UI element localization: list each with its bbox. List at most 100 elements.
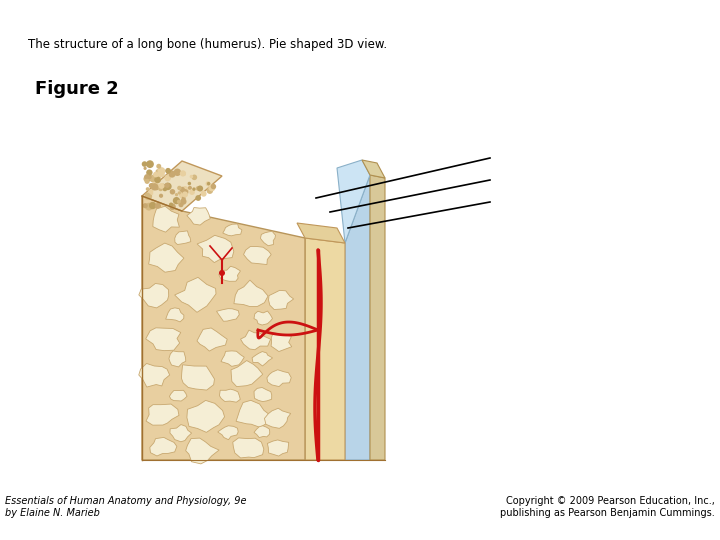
Circle shape <box>143 176 150 182</box>
Circle shape <box>179 187 185 192</box>
Circle shape <box>180 170 186 177</box>
Polygon shape <box>254 311 272 325</box>
Polygon shape <box>139 284 168 308</box>
Polygon shape <box>142 161 222 211</box>
Circle shape <box>145 202 153 211</box>
Circle shape <box>188 186 192 190</box>
Circle shape <box>189 190 195 195</box>
Polygon shape <box>305 238 345 460</box>
Polygon shape <box>197 235 234 262</box>
Circle shape <box>189 175 193 178</box>
Circle shape <box>145 179 150 184</box>
Polygon shape <box>243 246 271 265</box>
Circle shape <box>149 174 157 183</box>
Circle shape <box>143 167 147 170</box>
Circle shape <box>155 203 161 209</box>
Polygon shape <box>337 160 370 243</box>
Polygon shape <box>219 266 240 281</box>
Polygon shape <box>148 243 184 272</box>
Circle shape <box>181 186 189 194</box>
Circle shape <box>177 200 181 204</box>
Circle shape <box>173 197 180 204</box>
Polygon shape <box>153 206 179 232</box>
Circle shape <box>201 191 207 197</box>
Polygon shape <box>175 278 216 312</box>
Polygon shape <box>169 351 186 367</box>
Polygon shape <box>142 196 305 460</box>
Circle shape <box>158 186 163 191</box>
Circle shape <box>159 194 163 198</box>
Circle shape <box>145 192 152 200</box>
Circle shape <box>207 182 210 185</box>
Polygon shape <box>236 400 270 427</box>
Polygon shape <box>254 426 270 437</box>
Circle shape <box>145 187 150 191</box>
Circle shape <box>192 174 197 180</box>
Circle shape <box>183 172 186 176</box>
Polygon shape <box>169 390 187 401</box>
Circle shape <box>151 183 158 191</box>
Circle shape <box>142 161 148 167</box>
Circle shape <box>181 189 189 195</box>
Polygon shape <box>170 424 192 442</box>
Polygon shape <box>175 231 191 245</box>
Circle shape <box>144 174 150 180</box>
Circle shape <box>148 174 152 178</box>
Polygon shape <box>217 309 239 321</box>
Text: Copyright © 2009 Pearson Education, Inc.,
publishing as Pearson Benjamin Cumming: Copyright © 2009 Pearson Education, Inc.… <box>500 496 715 518</box>
Polygon shape <box>345 175 370 460</box>
Circle shape <box>178 191 181 194</box>
Circle shape <box>205 181 210 186</box>
Polygon shape <box>269 291 294 309</box>
Text: Essentials of Human Anatomy and Physiology, 9e
by Elaine N. Marieb: Essentials of Human Anatomy and Physiolo… <box>5 496 246 518</box>
Polygon shape <box>271 333 292 352</box>
Circle shape <box>179 202 184 207</box>
Circle shape <box>175 193 178 197</box>
Circle shape <box>165 168 171 174</box>
Polygon shape <box>267 370 291 387</box>
Circle shape <box>177 186 181 190</box>
Circle shape <box>211 184 216 190</box>
Polygon shape <box>187 400 225 433</box>
Circle shape <box>169 204 176 210</box>
Text: The structure of a long bone (humerus). Pie shaped 3D view.: The structure of a long bone (humerus). … <box>28 38 387 51</box>
Circle shape <box>170 189 175 194</box>
Circle shape <box>152 174 157 179</box>
Polygon shape <box>139 363 170 387</box>
Circle shape <box>188 182 191 185</box>
Polygon shape <box>166 308 184 322</box>
Circle shape <box>153 172 159 177</box>
Text: Figure 2: Figure 2 <box>35 80 119 98</box>
Circle shape <box>148 175 152 179</box>
Circle shape <box>151 181 159 190</box>
Polygon shape <box>240 330 271 350</box>
Polygon shape <box>217 426 238 440</box>
Circle shape <box>156 169 160 174</box>
Circle shape <box>192 187 196 191</box>
Polygon shape <box>297 223 345 243</box>
Polygon shape <box>181 365 215 390</box>
Polygon shape <box>233 438 264 458</box>
Polygon shape <box>221 351 244 366</box>
Circle shape <box>181 197 186 200</box>
Polygon shape <box>234 280 268 307</box>
Circle shape <box>158 183 164 189</box>
Polygon shape <box>267 440 289 456</box>
Circle shape <box>161 184 166 188</box>
Circle shape <box>143 203 148 208</box>
Circle shape <box>207 187 213 194</box>
Circle shape <box>208 184 215 191</box>
Polygon shape <box>264 408 291 428</box>
Polygon shape <box>370 175 385 460</box>
Circle shape <box>166 206 170 210</box>
Circle shape <box>195 195 201 201</box>
Circle shape <box>146 170 153 176</box>
Circle shape <box>164 174 171 181</box>
Circle shape <box>169 202 174 207</box>
Circle shape <box>149 171 153 174</box>
Polygon shape <box>197 328 228 351</box>
Polygon shape <box>222 224 242 236</box>
Polygon shape <box>254 388 271 402</box>
Circle shape <box>164 183 171 190</box>
Circle shape <box>219 270 225 276</box>
